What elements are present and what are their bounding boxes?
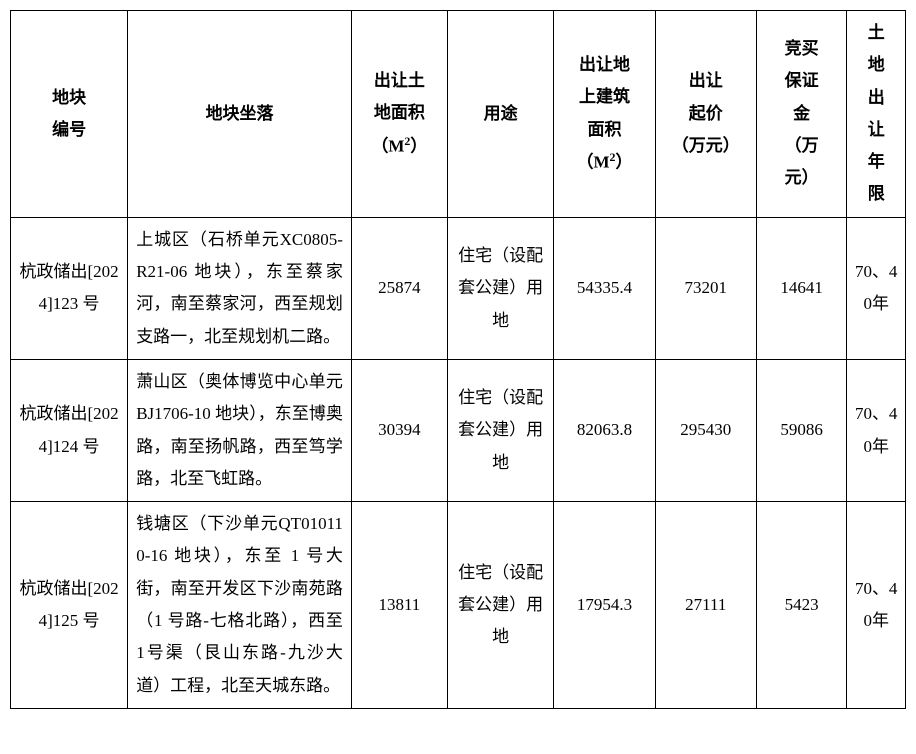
cell-id: 杭政储出[2024]124 号 (11, 359, 128, 501)
table-body: 杭政储出[2024]123 号上城区（石桥单元XC0805-R21-06 地块）… (11, 217, 906, 708)
cell-bldg-area: 17954.3 (554, 502, 655, 709)
cell-land-area: 13811 (351, 502, 447, 709)
col-bldg-area: 出让地上建筑面积（M2） (554, 11, 655, 218)
cell-use: 住宅（设配套公建）用地 (447, 217, 554, 359)
cell-id: 杭政储出[2024]125 号 (11, 502, 128, 709)
table-header: 地块编号 地块坐落 出让土地面积（M2） 用途 出让地上建筑面积（M2） 出让起… (11, 11, 906, 218)
table-row: 杭政储出[2024]124 号萧山区（奥体博览中心单元 BJ1706-10 地块… (11, 359, 906, 501)
col-use: 用途 (447, 11, 554, 218)
cell-deposit: 14641 (756, 217, 847, 359)
cell-start-price: 73201 (655, 217, 756, 359)
cell-id: 杭政储出[2024]123 号 (11, 217, 128, 359)
cell-term: 70、40年 (847, 502, 906, 709)
col-deposit: 竞买保证金（万元） (756, 11, 847, 218)
cell-land-area: 30394 (351, 359, 447, 501)
cell-start-price: 27111 (655, 502, 756, 709)
cell-bldg-area: 82063.8 (554, 359, 655, 501)
cell-use: 住宅（设配套公建）用地 (447, 359, 554, 501)
cell-deposit: 5423 (756, 502, 847, 709)
table-row: 杭政储出[2024]125 号钱塘区（下沙单元QT010110-16 地块），东… (11, 502, 906, 709)
cell-location: 上城区（石桥单元XC0805-R21-06 地块），东至蔡家河，南至蔡家河，西至… (128, 217, 352, 359)
cell-start-price: 295430 (655, 359, 756, 501)
col-id: 地块编号 (11, 11, 128, 218)
table-row: 杭政储出[2024]123 号上城区（石桥单元XC0805-R21-06 地块）… (11, 217, 906, 359)
cell-term: 70、40年 (847, 217, 906, 359)
cell-location: 萧山区（奥体博览中心单元 BJ1706-10 地块），东至博奥路，南至扬帆路，西… (128, 359, 352, 501)
cell-location: 钱塘区（下沙单元QT010110-16 地块），东至 1 号大街，南至开发区下沙… (128, 502, 352, 709)
cell-bldg-area: 54335.4 (554, 217, 655, 359)
col-location: 地块坐落 (128, 11, 352, 218)
land-parcel-table: 地块编号 地块坐落 出让土地面积（M2） 用途 出让地上建筑面积（M2） 出让起… (10, 10, 906, 709)
col-land-area: 出让土地面积（M2） (351, 11, 447, 218)
cell-deposit: 59086 (756, 359, 847, 501)
col-start-price: 出让起价（万元） (655, 11, 756, 218)
col-term: 土地出让年限 (847, 11, 906, 218)
cell-land-area: 25874 (351, 217, 447, 359)
cell-term: 70、40年 (847, 359, 906, 501)
header-row: 地块编号 地块坐落 出让土地面积（M2） 用途 出让地上建筑面积（M2） 出让起… (11, 11, 906, 218)
cell-use: 住宅（设配套公建）用地 (447, 502, 554, 709)
